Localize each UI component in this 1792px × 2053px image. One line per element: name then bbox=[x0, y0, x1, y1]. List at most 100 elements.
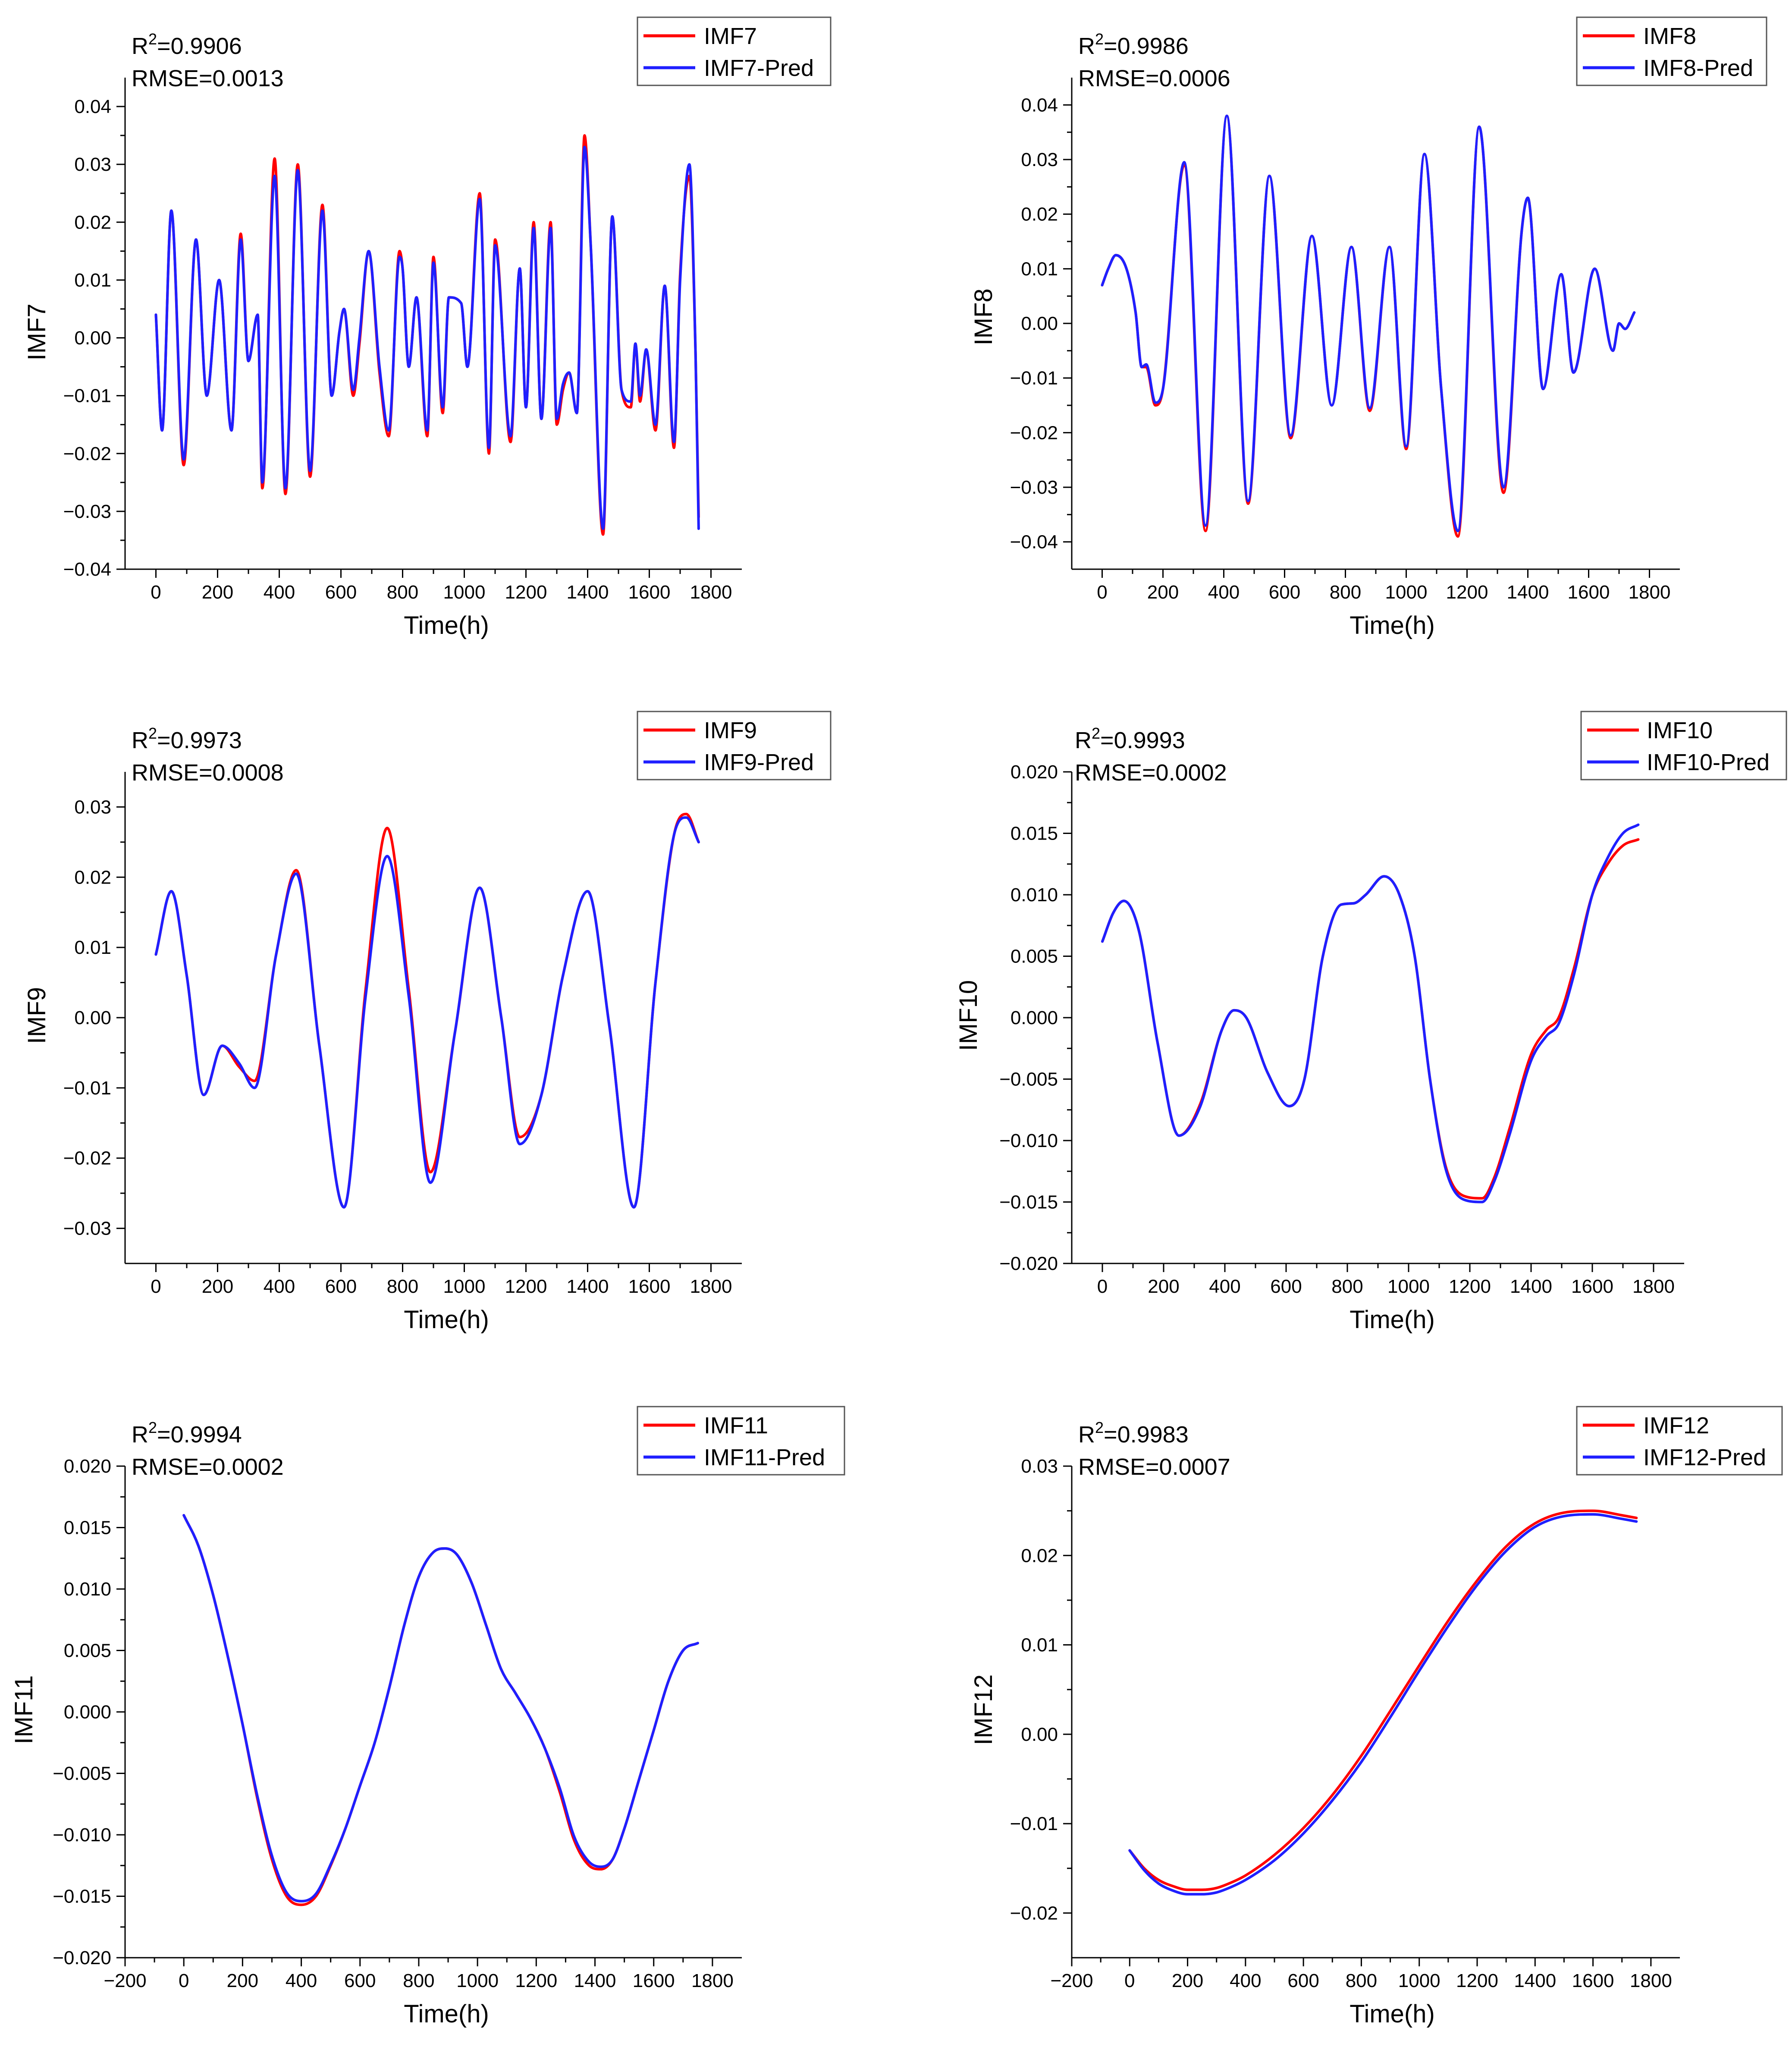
y-tick-label: 0.00 bbox=[74, 328, 111, 349]
y-tick-label: −0.03 bbox=[1010, 477, 1058, 498]
legend-box bbox=[637, 16, 832, 86]
plot-area bbox=[1128, 1509, 1638, 1896]
y-tick-label: −0.01 bbox=[1010, 368, 1058, 389]
y-tick-label: 0.03 bbox=[74, 796, 111, 818]
x-tick-label: 1400 bbox=[567, 582, 609, 603]
y-tick-label: −0.01 bbox=[63, 386, 111, 407]
y-tick-label: 0.015 bbox=[1011, 823, 1058, 844]
legend: IMF12 IMF12-Pred bbox=[1576, 1406, 1783, 1476]
r2-label: R2=0.9994 bbox=[132, 1419, 242, 1448]
axes: 0 200 400 600 800 1000 1200 1400 1600 1800 −0.04 −0… bbox=[63, 78, 742, 603]
legend-label-actual: IMF7 bbox=[704, 23, 757, 49]
panel-imf7: 0 200 400 600 800 1000 1200 1400 1600 1800 −0.04 −0… bbox=[23, 16, 832, 639]
y-tick-label: 0.02 bbox=[1021, 204, 1058, 225]
r2-prefix: R bbox=[1078, 1422, 1095, 1448]
y-axis-label: IMF10 bbox=[954, 980, 982, 1051]
axes: −200 0 200 400 600 800 1000 1200 1400 1600 1800 −0.… bbox=[1010, 1456, 1680, 1991]
r2-label: R2=0.9906 bbox=[132, 30, 242, 59]
x-tick-label: −200 bbox=[104, 1970, 146, 1991]
series-line-predicted bbox=[1101, 823, 1640, 1204]
x-tick-label: 200 bbox=[227, 1970, 258, 1991]
y-tick-label: 0.01 bbox=[74, 270, 111, 291]
y-tick-label: 0.03 bbox=[74, 154, 111, 175]
plot-area bbox=[154, 134, 700, 536]
axes: 0 200 400 600 800 1000 1200 1400 1600 1800 −0.020 −… bbox=[999, 762, 1684, 1297]
y-tick-label: 0.000 bbox=[1011, 1007, 1058, 1028]
x-tick-label: 1800 bbox=[691, 1970, 734, 1991]
rmse-label: RMSE=0.0008 bbox=[132, 760, 284, 786]
y-tick-label: 0.015 bbox=[64, 1517, 111, 1539]
series-line-predicted bbox=[154, 816, 700, 1209]
series-line-predicted bbox=[1128, 1513, 1638, 1896]
legend: IMF11 IMF11-Pred bbox=[637, 1406, 845, 1476]
x-tick-label: 400 bbox=[264, 582, 295, 603]
y-tick-label: −0.01 bbox=[1010, 1813, 1058, 1834]
x-tick-label: 1200 bbox=[505, 582, 547, 603]
legend-label-actual: IMF8 bbox=[1643, 23, 1696, 49]
legend-label-actual: IMF9 bbox=[704, 718, 757, 743]
y-tick-label: −0.02 bbox=[63, 443, 111, 464]
x-tick-label: 200 bbox=[202, 1276, 233, 1297]
panel-imf11: −200 0 200 400 600 800 1000 1200 1400 1600 1800 −0.… bbox=[10, 1406, 845, 2028]
x-tick-label: 0 bbox=[151, 1276, 161, 1297]
y-axis-label: IMF12 bbox=[970, 1674, 998, 1745]
x-tick-label: 800 bbox=[387, 582, 418, 603]
y-tick-label: 0.000 bbox=[64, 1702, 111, 1723]
legend: IMF10 IMF10-Pred bbox=[1580, 711, 1787, 780]
x-axis-label: Time(h) bbox=[404, 1306, 489, 1334]
y-tick-label: −0.03 bbox=[63, 501, 111, 522]
y-tick-label: −0.010 bbox=[53, 1824, 111, 1846]
x-tick-label: 1000 bbox=[443, 1276, 486, 1297]
legend-label-predicted: IMF7-Pred bbox=[704, 55, 814, 81]
r2-value: =0.9994 bbox=[157, 1422, 242, 1448]
x-axis-label: Time(h) bbox=[404, 611, 489, 639]
y-tick-label: −0.04 bbox=[63, 559, 111, 580]
y-tick-label: 0.005 bbox=[1011, 946, 1058, 967]
x-tick-label: 200 bbox=[1172, 1970, 1203, 1991]
y-tick-label: −0.020 bbox=[999, 1253, 1058, 1274]
legend-box bbox=[1576, 1406, 1783, 1476]
y-tick-label: 0.03 bbox=[1021, 1456, 1058, 1477]
x-tick-label: 1600 bbox=[628, 1276, 671, 1297]
axes: −200 0 200 400 600 800 1000 1200 1400 1600 1800 −0.… bbox=[53, 1456, 742, 1991]
legend: IMF9 IMF9-Pred bbox=[637, 711, 832, 780]
series-line-actual bbox=[1101, 114, 1636, 538]
x-tick-label: 1600 bbox=[1568, 582, 1610, 603]
legend-label-predicted: IMF8-Pred bbox=[1643, 55, 1753, 81]
y-tick-label: −0.02 bbox=[1010, 1903, 1058, 1924]
x-tick-label: 200 bbox=[1147, 582, 1179, 603]
rmse-label: RMSE=0.0006 bbox=[1078, 66, 1230, 91]
x-tick-label: 1200 bbox=[505, 1276, 547, 1297]
x-tick-label: 400 bbox=[264, 1276, 295, 1297]
x-tick-label: 0 bbox=[179, 1970, 189, 1991]
y-tick-label: 0.04 bbox=[74, 96, 111, 117]
y-tick-label: 0.02 bbox=[1021, 1545, 1058, 1566]
rmse-label: RMSE=0.0002 bbox=[132, 1454, 284, 1480]
y-tick-label: 0.005 bbox=[64, 1640, 111, 1661]
y-tick-label: 0.01 bbox=[1021, 258, 1058, 279]
y-tick-label: −0.04 bbox=[1010, 532, 1058, 553]
x-tick-label: 600 bbox=[1287, 1970, 1319, 1991]
r2-superscript: 2 bbox=[1095, 30, 1104, 48]
y-tick-label: −0.010 bbox=[999, 1130, 1058, 1151]
x-tick-label: 0 bbox=[1097, 582, 1107, 603]
axes: 0 200 400 600 800 1000 1200 1400 1600 1800 −0.03 −0… bbox=[63, 772, 742, 1297]
r2-prefix: R bbox=[1075, 727, 1092, 753]
x-axis-label: Time(h) bbox=[404, 2000, 489, 2028]
r2-superscript: 2 bbox=[1095, 1419, 1104, 1436]
y-axis-label: IMF9 bbox=[23, 987, 51, 1044]
y-tick-label: −0.03 bbox=[63, 1218, 111, 1239]
y-tick-label: 0.03 bbox=[1021, 149, 1058, 170]
y-tick-label: 0.00 bbox=[74, 1007, 111, 1028]
series-line-actual bbox=[182, 1514, 699, 1906]
x-tick-label: 0 bbox=[151, 582, 161, 603]
y-axis-label: IMF8 bbox=[970, 288, 998, 345]
x-tick-label: 1400 bbox=[574, 1970, 616, 1991]
plot-area bbox=[154, 812, 700, 1209]
y-tick-label: −0.005 bbox=[53, 1763, 111, 1784]
y-tick-label: 0.01 bbox=[1021, 1635, 1058, 1656]
legend-label-predicted: IMF10-Pred bbox=[1647, 749, 1770, 775]
y-tick-label: 0.02 bbox=[74, 867, 111, 888]
y-tick-label: 0.010 bbox=[1011, 884, 1058, 906]
